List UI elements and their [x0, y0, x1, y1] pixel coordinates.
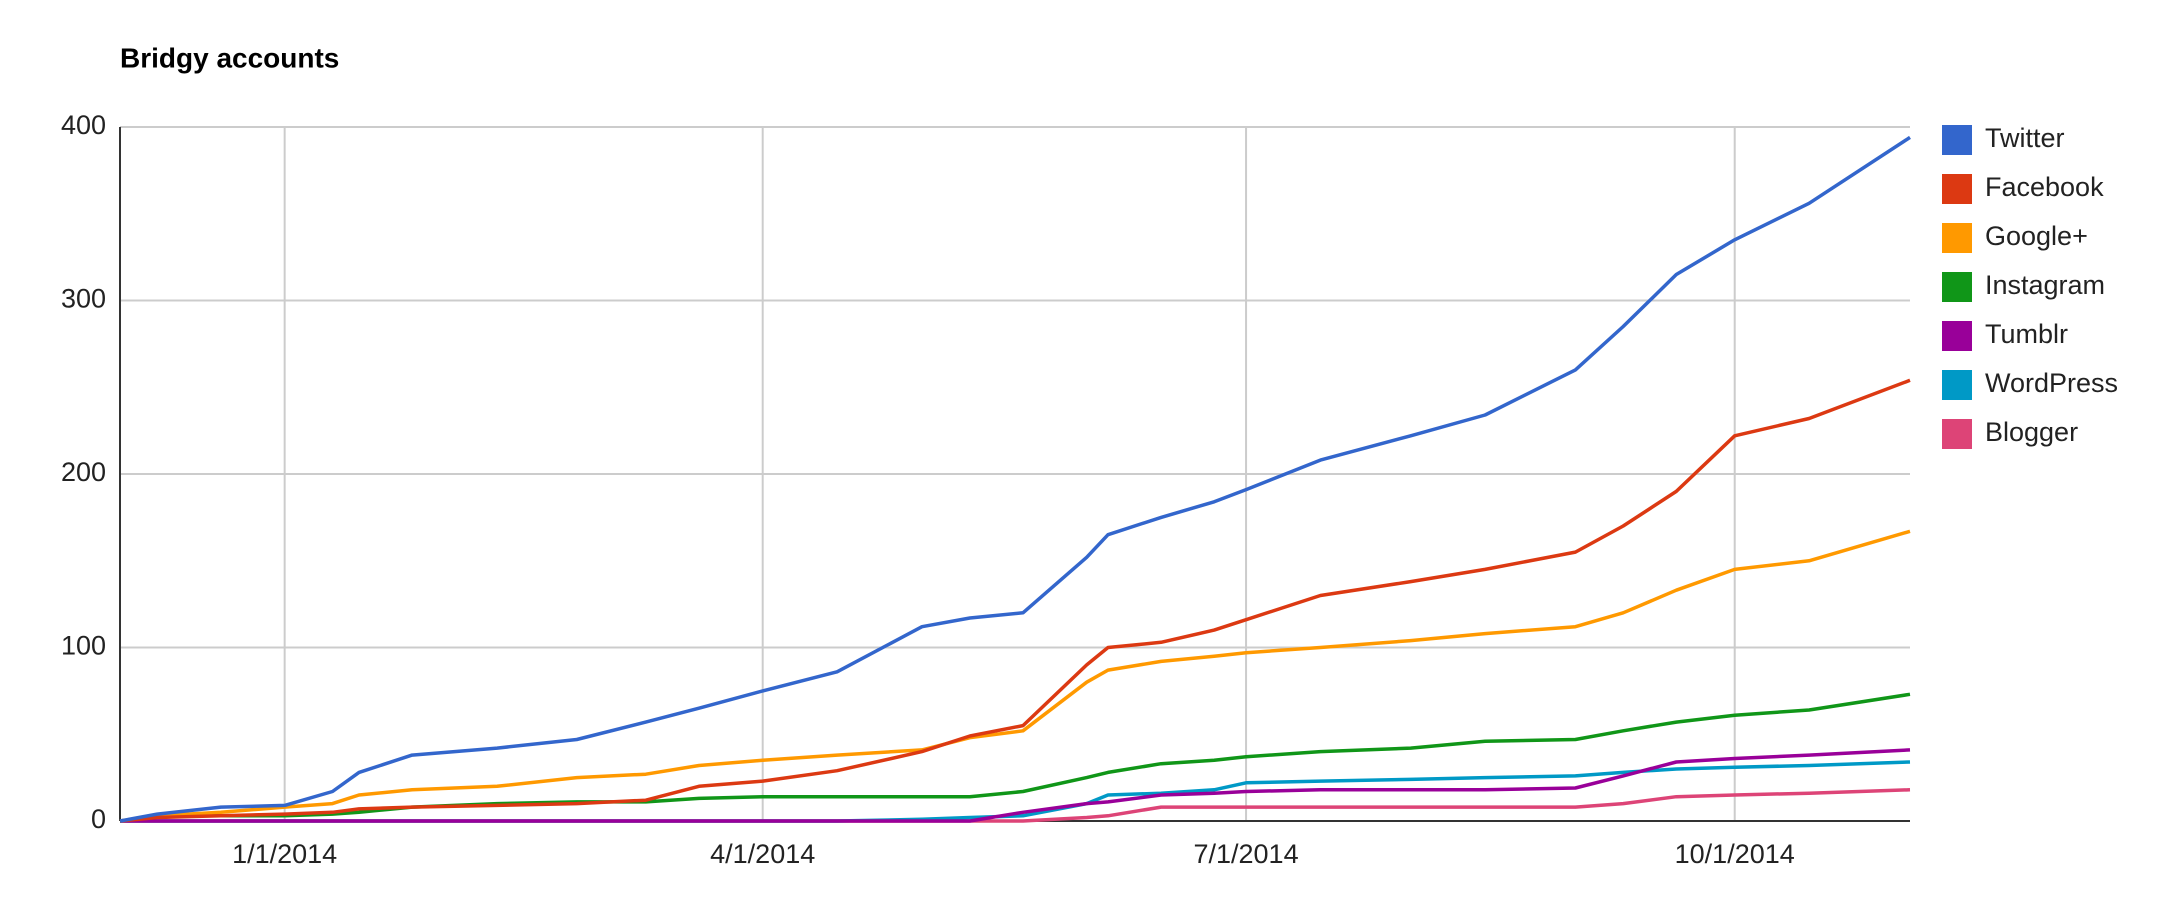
legend-label: Instagram [1985, 270, 2105, 300]
series-line [119, 692, 1911, 823]
x-tick-label: 4/1/2014 [710, 839, 815, 869]
x-tick-label: 1/1/2014 [232, 839, 337, 869]
series-line [119, 378, 1911, 823]
series-line [119, 135, 1911, 823]
legend-swatch [1942, 272, 1972, 302]
legend-label: Twitter [1985, 123, 2065, 153]
legend-label: Tumblr [1985, 319, 2068, 349]
legend-swatch [1942, 419, 1972, 449]
legend-label: Facebook [1985, 172, 2104, 202]
x-tick-label: 7/1/2014 [1193, 839, 1298, 869]
legend-swatch [1942, 125, 1972, 155]
legend-label: Google+ [1985, 221, 2088, 251]
y-tick-label: 300 [61, 284, 106, 314]
y-tick-label: 200 [61, 457, 106, 487]
y-tick-label: 100 [61, 631, 106, 661]
chart-title: Bridgy accounts [120, 42, 339, 73]
legend-swatch [1942, 321, 1972, 351]
series-line [120, 748, 1911, 823]
legend-swatch [1942, 174, 1972, 204]
legend-label: Blogger [1985, 417, 2078, 447]
series-line [119, 529, 1911, 823]
legend-swatch [1942, 223, 1972, 253]
legend-swatch [1942, 370, 1972, 400]
y-tick-label: 0 [91, 804, 106, 834]
x-tick-label: 10/1/2014 [1675, 839, 1795, 869]
y-tick-label: 400 [61, 110, 106, 140]
legend-label: WordPress [1985, 368, 2118, 398]
